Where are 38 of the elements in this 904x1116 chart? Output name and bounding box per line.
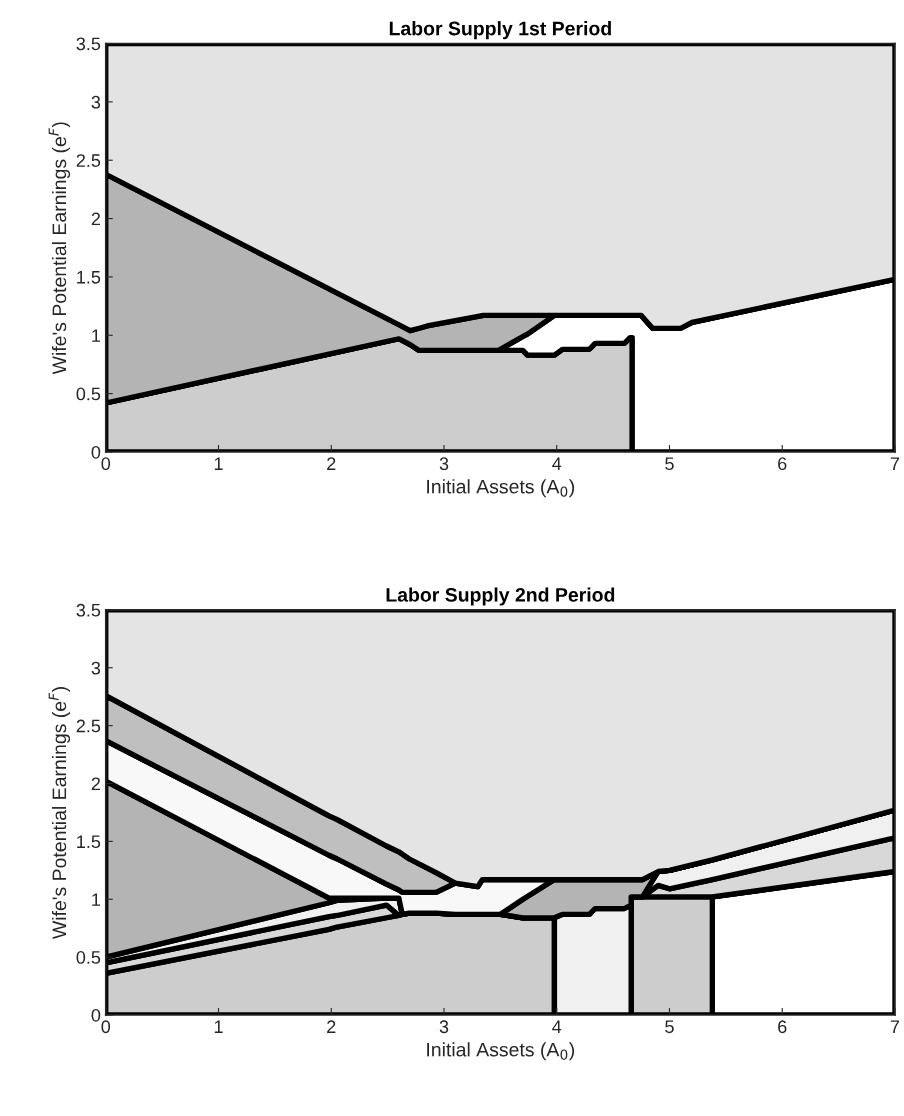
x-tick-label: 5 [665, 457, 674, 471]
y-tick-label: 3.5 [76, 603, 101, 617]
x-tick-label: 1 [214, 457, 223, 470]
x-tick-label: 4 [552, 457, 562, 470]
y-tick-label: 1 [92, 329, 101, 342]
x-tick-label: 0 [101, 1020, 111, 1034]
y-tick-label: 1 [92, 893, 101, 906]
y-tick-label: 2 [91, 777, 100, 791]
x-tick-label: 7 [890, 1020, 900, 1033]
y-tick-label: 0 [91, 1008, 101, 1022]
x-tick-label: 3 [439, 457, 449, 471]
x-tick-label: 4 [552, 1020, 562, 1033]
chart-title: Labor Supply 1st Period [389, 21, 611, 40]
y-tick-label: 1.5 [77, 835, 101, 849]
x-tick-label: 3 [439, 1020, 449, 1034]
x-axis-title: Initial Assets (A$_{0}$) [427, 479, 575, 498]
y-tick-label: 3.5 [76, 37, 101, 51]
y-axis-title: Wife's Potential Earnings (e$^{F}$) [48, 687, 71, 940]
y-tick-label: 2.5 [76, 154, 101, 167]
y-tick-label: 3 [91, 661, 101, 675]
x-tick-label: 7 [890, 457, 900, 470]
y-tick-label: 1.5 [77, 271, 101, 284]
x-tick-label: 5 [665, 1020, 674, 1034]
y-axis-title: Wife's Potential Earnings (e$^{F}$) [48, 122, 71, 375]
y-tick-label: 0.5 [76, 951, 101, 964]
x-tick-label: 2 [327, 457, 336, 470]
chart-title: Labor Supply 2nd Period [386, 587, 615, 606]
x-tick-label: 0 [101, 457, 111, 471]
y-tick-label: 2.5 [76, 719, 101, 733]
y-tick-label: 0.5 [76, 387, 101, 401]
x-tick-label: 1 [214, 1020, 223, 1033]
x-axis-title: Initial Assets (A$_{0}$) [427, 1042, 575, 1061]
x-tick-label: 6 [778, 1020, 787, 1034]
x-tick-label: 6 [778, 457, 787, 471]
y-tick-label: 3 [91, 95, 101, 109]
x-tick-label: 2 [327, 1020, 336, 1033]
y-tick-label: 0 [91, 445, 101, 459]
y-tick-label: 2 [91, 212, 100, 226]
